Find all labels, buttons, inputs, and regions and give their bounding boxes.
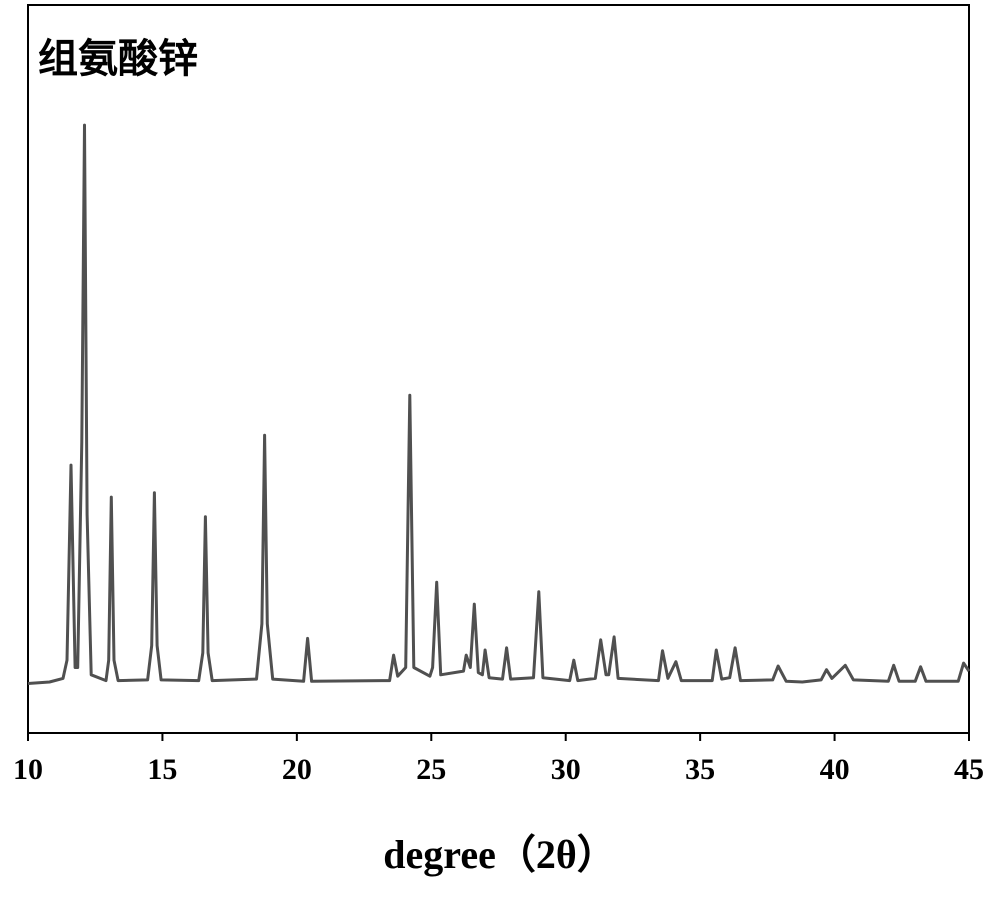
x-tick-label: 40 — [820, 753, 850, 786]
x-tick-label: 10 — [13, 753, 43, 786]
x-tick-label: 30 — [551, 753, 581, 786]
x-tick-label: 45 — [954, 753, 984, 786]
plot-frame — [27, 4, 970, 734]
x-tick-label: 15 — [147, 753, 177, 786]
chart-title: 组氨酸锌 — [38, 36, 198, 82]
xrd-line — [27, 123, 971, 685]
x-tick-label: 25 — [416, 753, 446, 786]
x-axis-label: degree（2θ） — [383, 832, 616, 877]
x-tick-label: 35 — [685, 753, 715, 786]
x-tick-label: 20 — [282, 753, 312, 786]
